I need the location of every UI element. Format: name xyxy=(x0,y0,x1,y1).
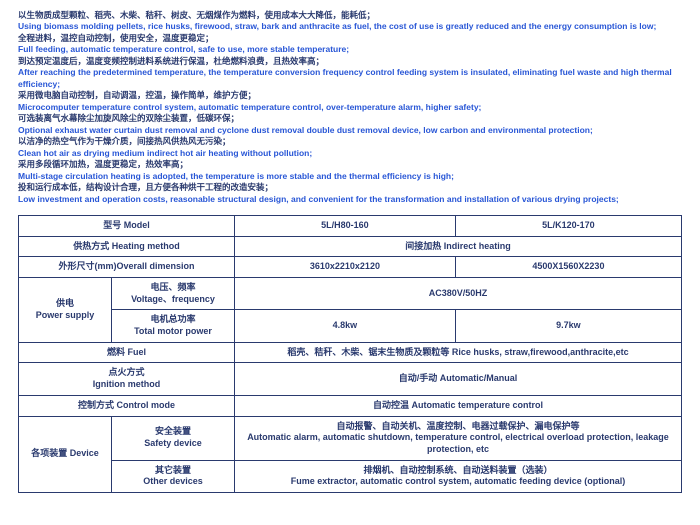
dim-v1: 3610x2210x2120 xyxy=(235,257,456,278)
motor-label: 电机总功率Total motor power xyxy=(112,310,235,342)
ignition-value: 自动/手动 Automatic/Manual xyxy=(235,363,682,395)
fuel-value: 稻壳、秸秆、木柴、锯末生物质及颗粒等 Rice husks, straw,fir… xyxy=(235,342,682,363)
feature-list: 以生物质成型颗粒、稻壳、木柴、秸秆、树皮、无烟煤作为燃料，使用成本大大降低，能耗… xyxy=(18,10,682,205)
control-value: 自动控温 Automatic temperature control xyxy=(235,395,682,416)
motor-v1: 4.8kw xyxy=(235,310,456,342)
safety-value: 自动报警、自动关机、温度控制、电器过载保护、漏电保护等Automatic ala… xyxy=(235,416,682,460)
dim-v2: 4500X1560X2230 xyxy=(455,257,681,278)
voltage-value: AC380V/50HZ xyxy=(235,278,682,310)
heating-value: 间接加热 Indirect heating xyxy=(235,236,682,257)
model-label: 型号 Model xyxy=(19,215,235,236)
dim-label: 外形尺寸(mm)Overall dimension xyxy=(19,257,235,278)
device-label: 各项装置 Device xyxy=(19,416,112,492)
control-label: 控制方式 Control mode xyxy=(19,395,235,416)
power-label: 供电Power supply xyxy=(19,278,112,343)
heating-label: 供热方式 Heating method xyxy=(19,236,235,257)
model-col2: 5L/K120-170 xyxy=(455,215,681,236)
model-col1: 5L/H80-160 xyxy=(235,215,456,236)
motor-v2: 9.7kw xyxy=(455,310,681,342)
voltage-label: 电压、频率Voltage、frequency xyxy=(112,278,235,310)
ignition-label: 点火方式Ignition method xyxy=(19,363,235,395)
spec-table: 型号 Model 5L/H80-160 5L/K120-170 供热方式 Hea… xyxy=(18,215,682,493)
other-value: 排烟机、自动控制系统、自动送料装置（选装）Fume extractor, aut… xyxy=(235,460,682,492)
safety-label: 安全装置Safety device xyxy=(112,416,235,460)
fuel-label: 燃料 Fuel xyxy=(19,342,235,363)
other-label: 其它装置Other devices xyxy=(112,460,235,492)
